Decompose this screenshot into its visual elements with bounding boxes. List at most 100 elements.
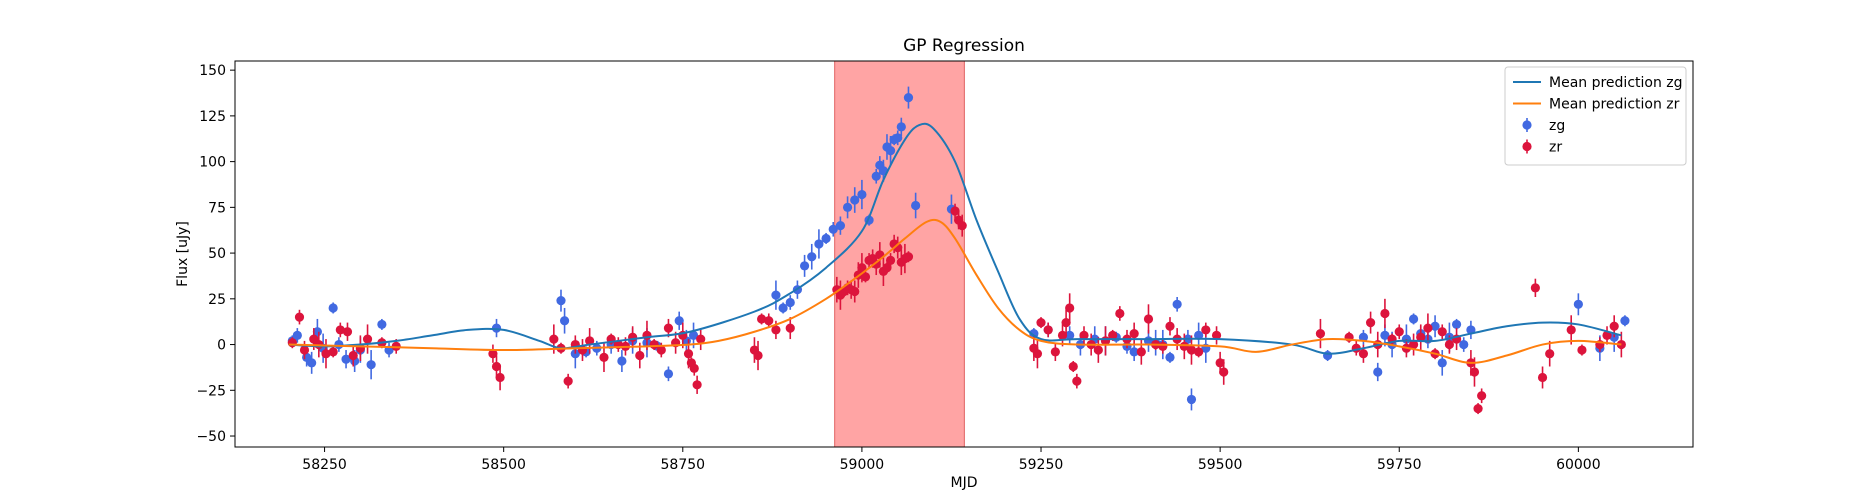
data-points-layer xyxy=(287,86,1630,415)
zr-point xyxy=(1437,327,1447,337)
zg-point xyxy=(1129,347,1139,357)
zr-point xyxy=(957,221,967,231)
x-tick-label: 58250 xyxy=(302,457,347,473)
zg-point xyxy=(828,224,838,234)
zr-point xyxy=(294,312,305,322)
zr-point xyxy=(321,349,331,359)
zg-point xyxy=(1380,330,1390,341)
zr-point xyxy=(1537,372,1548,383)
y-tick-label: 125 xyxy=(199,109,226,125)
zr-point xyxy=(1416,332,1426,342)
zr-point xyxy=(696,334,706,344)
zr-point xyxy=(1577,345,1587,355)
zr-point xyxy=(857,263,867,273)
zg-point xyxy=(814,239,824,249)
zr-point xyxy=(635,350,645,361)
legend-label: zg xyxy=(1549,118,1565,134)
legend-label: Mean prediction zg xyxy=(1549,75,1683,91)
y-tick-label: 25 xyxy=(208,292,226,308)
zg-point xyxy=(850,195,860,205)
zg-point xyxy=(556,296,566,306)
zr-point xyxy=(1143,314,1154,324)
zg-point xyxy=(771,290,781,300)
zg-point xyxy=(807,252,817,262)
y-tick-label: 100 xyxy=(199,155,226,171)
zr-point xyxy=(1477,391,1487,401)
zr-point xyxy=(1079,330,1089,341)
y-tick-label: −50 xyxy=(196,429,226,445)
zr-point xyxy=(1444,339,1455,350)
zr-point xyxy=(1219,367,1229,377)
y-tick-label: 0 xyxy=(217,338,226,354)
zr-point xyxy=(756,314,767,324)
zr-point xyxy=(1566,325,1576,335)
zr-point xyxy=(342,327,353,337)
zr-point xyxy=(1469,367,1480,377)
zg-point xyxy=(1620,316,1630,326)
zg-point xyxy=(893,133,903,143)
zr-point xyxy=(491,361,502,372)
zg-point xyxy=(328,303,338,313)
zr-point xyxy=(771,325,781,335)
zg-point xyxy=(1065,330,1075,341)
zg-point xyxy=(688,330,699,341)
zg-point xyxy=(1437,358,1447,368)
y-tick-label: 75 xyxy=(208,200,226,216)
zg-point xyxy=(341,354,351,364)
zg-point xyxy=(1358,332,1369,342)
legend-box xyxy=(1504,66,1687,166)
x-tick-label: 58500 xyxy=(481,457,526,473)
zr-point xyxy=(753,350,763,361)
zg-point xyxy=(491,323,502,333)
zr-point xyxy=(663,323,674,333)
zr-point xyxy=(1358,349,1369,359)
zr-point xyxy=(495,372,505,383)
mean-prediction-zg-line xyxy=(288,122,1622,355)
zr-point xyxy=(1061,318,1071,328)
x-tick-label: 59500 xyxy=(1198,457,1243,473)
zr-point xyxy=(1050,347,1060,357)
zr-point xyxy=(764,316,774,326)
zr-point xyxy=(1032,349,1043,359)
zr-point xyxy=(1065,303,1075,313)
zg-point xyxy=(903,92,914,103)
legend-marker-swatch xyxy=(1522,120,1532,130)
zr-point xyxy=(335,325,345,335)
y-tick-label: 50 xyxy=(208,246,226,262)
zg-point xyxy=(366,360,376,370)
zr-point xyxy=(1068,361,1078,372)
zr-point xyxy=(1315,328,1326,339)
zr-point xyxy=(1380,308,1390,319)
zr-point xyxy=(328,347,338,357)
zr-point xyxy=(599,352,609,362)
x-tick-label: 58750 xyxy=(661,457,706,473)
mean-prediction-zr-line xyxy=(288,218,1622,364)
zr-point xyxy=(1215,358,1225,368)
zr-point xyxy=(1129,328,1139,339)
x-tick-label: 59000 xyxy=(840,457,885,473)
zg-point xyxy=(292,330,302,341)
zr-point xyxy=(1158,341,1168,351)
y-axis-ticks: −50 −25 0 25 50 75 100 125 150 xyxy=(196,63,235,445)
zr-point xyxy=(1072,376,1082,386)
zr-point xyxy=(1609,321,1619,331)
legend-marker-swatch xyxy=(1522,141,1532,152)
zg-point xyxy=(312,327,322,337)
zg-point xyxy=(1408,314,1419,324)
zr-point xyxy=(1036,318,1046,328)
y-axis-label: Flux [uJy] xyxy=(175,221,191,287)
zg-point xyxy=(821,233,831,244)
mean-prediction-layer xyxy=(288,122,1622,364)
zg-point xyxy=(871,171,881,181)
chart-title: GP Regression xyxy=(903,36,1025,56)
zg-point xyxy=(617,356,627,366)
x-tick-label: 60000 xyxy=(1556,457,1601,473)
zr-point xyxy=(563,376,573,386)
zr-point xyxy=(1165,321,1175,331)
zg-point xyxy=(674,316,684,326)
zg-point xyxy=(799,261,810,271)
zg-point xyxy=(785,297,795,308)
zr-point xyxy=(850,286,860,297)
legend-items: Mean prediction zg Mean prediction zr zg zr xyxy=(1513,75,1683,156)
